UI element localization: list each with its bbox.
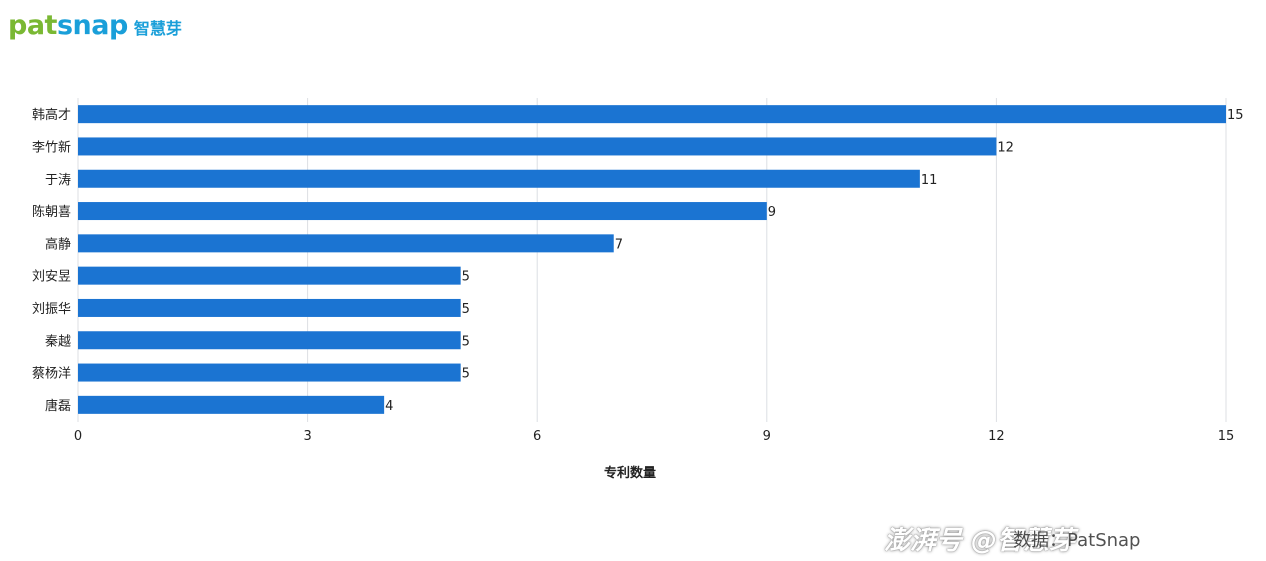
category-label: 秦越 bbox=[45, 334, 71, 349]
x-axis-title: 专利数量 bbox=[604, 465, 656, 481]
data-label: 7 bbox=[615, 237, 623, 252]
bar bbox=[78, 298, 461, 317]
watermark-sub: 数据：PatSnap bbox=[1013, 529, 1141, 551]
x-tick-label: 9 bbox=[763, 429, 771, 444]
category-label: 刘振华 bbox=[32, 302, 71, 317]
category-label: 陈朝喜 bbox=[32, 204, 71, 220]
bar bbox=[78, 395, 385, 414]
category-label: 高静 bbox=[45, 236, 71, 252]
category-label: 蔡杨洋 bbox=[32, 367, 71, 382]
logo-wordmark: patsnap bbox=[8, 12, 128, 39]
x-tick-label: 12 bbox=[988, 429, 1005, 444]
logo-text-pat: pat bbox=[8, 10, 57, 41]
data-label: 5 bbox=[462, 270, 470, 285]
data-label: 11 bbox=[921, 173, 938, 188]
bar bbox=[78, 234, 614, 253]
category-label: 唐磊 bbox=[45, 398, 71, 414]
bar bbox=[78, 169, 920, 188]
data-label: 5 bbox=[462, 367, 470, 382]
category-label: 李竹新 bbox=[32, 139, 71, 155]
data-label: 4 bbox=[385, 399, 393, 414]
data-label: 5 bbox=[462, 334, 470, 349]
x-tick-label: 3 bbox=[303, 429, 311, 444]
x-tick-label: 15 bbox=[1218, 429, 1235, 444]
bar bbox=[78, 363, 461, 382]
patsnap-logo: patsnap 智慧芽 bbox=[8, 12, 182, 39]
bar bbox=[78, 105, 1226, 124]
watermark-text: 澎湃号 @智慧芽 bbox=[884, 526, 1076, 556]
x-tick-label: 6 bbox=[533, 429, 541, 444]
data-label: 15 bbox=[1227, 108, 1244, 123]
logo-text-snap: snap bbox=[56, 10, 128, 41]
bar bbox=[78, 137, 997, 156]
data-label: 5 bbox=[462, 302, 470, 317]
watermark: 澎湃号 @智慧芽 数据：PatSnap bbox=[884, 520, 1141, 557]
bar bbox=[78, 331, 461, 350]
category-label: 韩高才 bbox=[32, 107, 71, 123]
x-tick-label: 0 bbox=[74, 429, 82, 444]
data-label: 12 bbox=[997, 140, 1014, 155]
bar bbox=[78, 266, 461, 285]
logo-text-cn: 智慧芽 bbox=[133, 19, 182, 38]
category-label: 于涛 bbox=[45, 172, 71, 188]
bar bbox=[78, 202, 767, 221]
category-label: 刘安昱 bbox=[32, 270, 71, 285]
data-label: 9 bbox=[768, 205, 776, 220]
